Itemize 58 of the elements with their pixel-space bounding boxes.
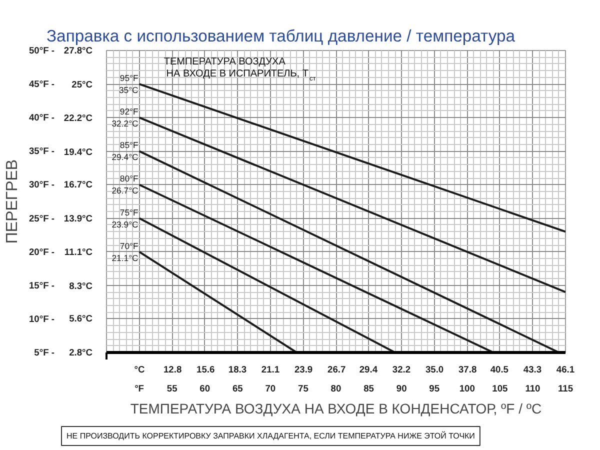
y2-tick-label: 16.7°C [64, 180, 93, 190]
y-tick-label: 25°F - [29, 213, 55, 224]
y2-tick-label: 2.8°C [69, 348, 93, 358]
y2-tick-label: 11.1°C [64, 247, 93, 258]
x-tick-label: 55 [166, 384, 178, 394]
x-tick-label: 70 [265, 384, 276, 394]
x-tick-label: 75 [298, 384, 308, 394]
series-label: 75°F 23.9°C [112, 207, 138, 230]
x-axis-title: ТЕМПЕРАТУРА ВОЗДУХА НА ВХОДЕ В КОНДЕНСАТОР, ºF / ºC [130, 400, 542, 416]
y2-tick-label: 5.6°C [69, 314, 93, 324]
y-tick-label: 45°F - [29, 79, 55, 90]
x2-tick-label: 18.3 [228, 364, 247, 374]
x-tick-label: 115 [558, 384, 574, 394]
series-label: 92°F 32.2°C [112, 106, 138, 129]
text: НЕ ПРОИЗВОДИТЬ КОРРЕКТИРОВКУ ЗАПРАВКИ ХЛАДАГЕНТА, ЕСЛИ ТЕМПЕРАТУРА НИЖЕ ЭТОЙ ТОЧКИ [66, 430, 476, 440]
x-tick-label: 95 [429, 384, 440, 394]
x-tick-label: 65 [232, 384, 243, 394]
y-tick-label: 50°F - [29, 46, 55, 56]
y-tick-label: 20°F - [29, 246, 55, 257]
y2-tick-label: 25°C [72, 79, 93, 90]
y-tick-label: 10°F - [29, 314, 55, 324]
series-label: 80°F 26.7°C [112, 174, 138, 196]
y-tick-label: 5°F - [34, 348, 55, 358]
y-tick-label: 35°F - [29, 146, 55, 156]
y-tick-label: 30°F - [29, 180, 55, 190]
series-label: 85°F 29.4°C [112, 140, 138, 162]
x2-tick-label: 40.5 [490, 364, 508, 374]
x-tick-label: 110 [525, 384, 540, 394]
y2-tick-label: 8.3°C [69, 281, 93, 292]
x2-tick-label: 21.1 [261, 364, 280, 374]
series-label: 70°F 21.1°C [112, 240, 138, 263]
y-axis-title: ПЕРЕГРЕВ [4, 159, 21, 244]
y2-tick-label: 19.4°C [64, 146, 93, 157]
x2-tick-label: 37.8 [458, 364, 477, 374]
y2-tick-label: 22.2°C [64, 113, 93, 124]
x2-tick-label: 32.2 [392, 364, 411, 374]
x2-tick-label: 35.0 [425, 364, 444, 374]
x-tick-label: 60 [200, 384, 210, 394]
x-tick-label: 80 [330, 384, 342, 394]
series-label: 95°F 35°C [118, 73, 138, 96]
x2-tick-label: 15.6 [196, 364, 215, 374]
x2-tick-label: 12.8 [164, 364, 182, 374]
y-tick-label: 15°F - [29, 280, 55, 290]
y2-tick-label: 13.9°C [64, 213, 93, 224]
y2-tick-label: 27.8°C [64, 46, 93, 56]
x2-tick-label: 23.9 [294, 364, 313, 374]
x2-tick-label: 26.7 [328, 364, 346, 374]
x-tick-label: 90 [396, 384, 407, 394]
y-tick-label: 40°F - [29, 112, 55, 123]
x-tick-label: 85 [364, 384, 374, 394]
x-tick-label: 100 [459, 384, 475, 394]
chart-title: Заправка с использованием таблиц давление / температура [46, 26, 516, 46]
x2-tick-label: 46.1 [556, 364, 575, 374]
x2-tick-label: 43.3 [523, 364, 542, 374]
x-tick-label: °F [134, 384, 144, 394]
x2-tick-label: 29.4 [359, 364, 378, 374]
x-tick-label: 105 [492, 384, 508, 394]
x2-tick-label: °C [134, 364, 146, 374]
